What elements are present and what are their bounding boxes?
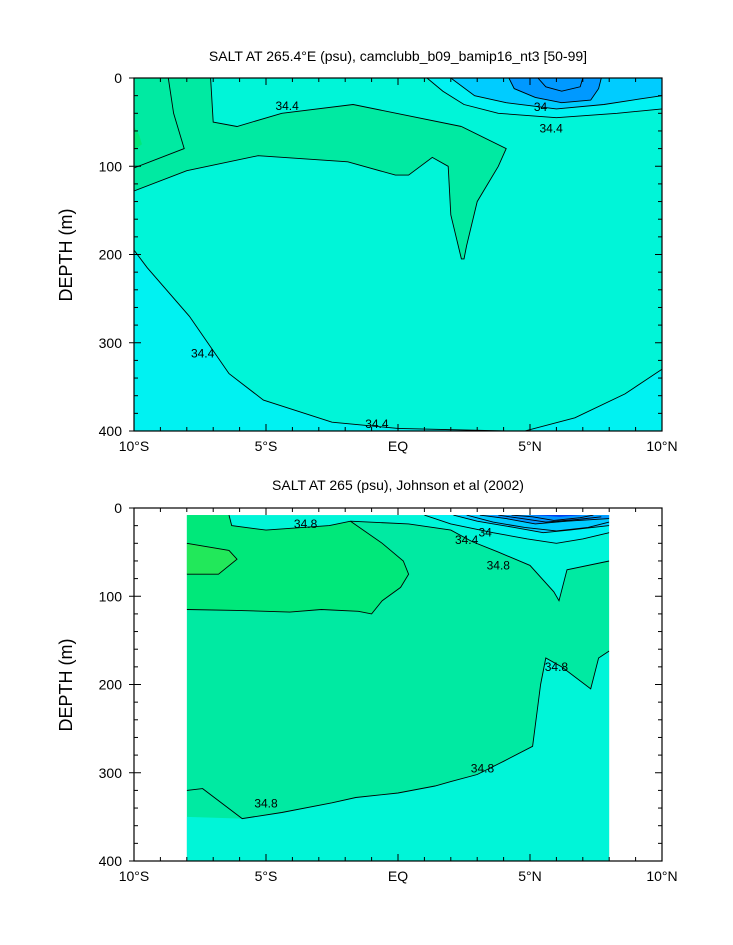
contour-label-4: 34: [534, 100, 548, 114]
panel-observed-contour-lines: [186, 515, 610, 820]
panel-model-ylabel: DEPTH (m): [56, 209, 76, 302]
y-tick-label: 200: [99, 677, 123, 693]
y-tick-label: 0: [114, 70, 122, 86]
y-tick-label: 400: [99, 853, 123, 869]
contour-label-6: 34: [478, 526, 492, 540]
contour-line-5: [134, 78, 185, 169]
x-tick-label: 5°N: [518, 438, 542, 454]
panel-model-contour-lines: [134, 78, 662, 431]
contour-line-10: [511, 515, 594, 521]
contour-label-1: 34.8: [487, 558, 511, 572]
panel-model-axes: 10°S 5°S EQ 5°N 10°N 0 100 200 300 400: [99, 70, 678, 454]
x-tick-label: 5°S: [255, 438, 278, 454]
salinity-region-4: [524, 369, 662, 431]
contour-line-7: [524, 368, 662, 431]
contour-line-9: [453, 515, 610, 534]
panel-model-title: SALT AT 265.4°E (psu), camclubb_b09_bami…: [209, 48, 587, 64]
contour-label-0: 34.4: [275, 99, 299, 113]
salinity-region-1: [134, 126, 142, 151]
contour-label-1: 34.4: [191, 346, 215, 360]
y-tick-label: 200: [99, 247, 123, 263]
contour-label-2: 34.8: [545, 660, 569, 674]
panel-observed-filled-contours: [186, 515, 610, 861]
panel-observed-ylabel: DEPTH (m): [56, 639, 76, 732]
panel-observed-title: SALT AT 265 (psu), Johnson et al (2002): [272, 477, 524, 493]
y-tick-label: 0: [114, 500, 122, 516]
contour-line-3: [426, 78, 662, 119]
salinity-region-2: [186, 543, 237, 575]
contour-line-8: [186, 542, 238, 575]
salinity-region-3: [186, 651, 610, 861]
contour-line-4: [508, 78, 602, 104]
x-tick-label: 5°S: [255, 868, 278, 884]
y-tick-label: 400: [99, 423, 123, 439]
panel-observed: SALT AT 265 (psu), Johnson et al (2002) …: [56, 477, 678, 884]
contour-label-5: 34.4: [455, 533, 479, 547]
y-tick-label: 100: [99, 158, 123, 174]
contour-line-6: [479, 515, 610, 525]
contour-line-7: [186, 520, 410, 615]
contour-line-0: [228, 515, 610, 602]
y-tick-label: 300: [99, 765, 123, 781]
panel-observed-axes: 10°S 5°S EQ 5°N 10°N 0 100 200 300 400: [99, 500, 678, 884]
x-tick-label: EQ: [388, 438, 408, 454]
contour-line-11: [466, 515, 610, 532]
contour-line-6: [134, 126, 507, 260]
contour-label-3: 34.4: [539, 121, 563, 135]
x-tick-label: 10°N: [646, 868, 677, 884]
x-tick-label: EQ: [388, 868, 408, 884]
contour-label-3: 34.8: [471, 761, 495, 775]
panel-model-filled-contours: [134, 78, 662, 431]
contour-line-5: [424, 515, 610, 544]
contour-line-1: [134, 249, 399, 429]
salinity-region-8: [537, 78, 583, 92]
x-tick-label: 10°S: [119, 868, 150, 884]
contour-line-12: [498, 515, 602, 523]
salinity-region-1: [186, 515, 409, 614]
x-tick-label: 5°N: [518, 868, 542, 884]
salinity-region-8: [530, 515, 583, 517]
salinity-region-2: [134, 78, 507, 259]
contour-line-0: [210, 78, 462, 127]
salinity-region-3: [134, 250, 507, 431]
contour-line-2: [186, 650, 610, 820]
panel-model: SALT AT 265.4°E (psu), camclubb_b09_bami…: [56, 48, 678, 454]
contour-label-0: 34.8: [294, 517, 318, 531]
contour-line-8: [450, 78, 662, 110]
x-tick-label: 10°N: [646, 438, 677, 454]
contour-label-4: 34.8: [254, 797, 278, 811]
y-tick-label: 300: [99, 335, 123, 351]
contour-line-9: [537, 78, 584, 92]
y-tick-label: 100: [99, 588, 123, 604]
x-tick-label: 10°S: [119, 438, 150, 454]
contour-label-2: 34.4: [365, 417, 389, 431]
panel-observed-contour-labels: 34.8 34.8 34.8 34.8 34.8 34.434: [254, 517, 569, 811]
